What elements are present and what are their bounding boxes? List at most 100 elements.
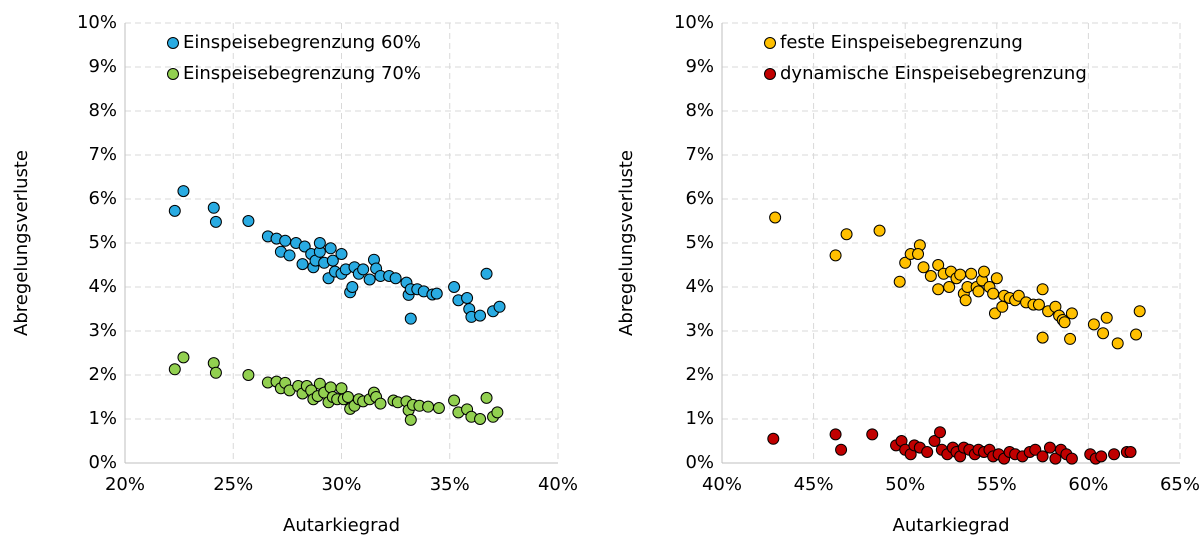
point (177, 351, 190, 364)
point (1097, 327, 1110, 340)
y-tick-label: 8% (88, 100, 117, 121)
point (168, 363, 181, 376)
point (1049, 452, 1062, 465)
legend-label: Einspeisebegrenzung 60% (183, 32, 421, 53)
point (829, 428, 842, 441)
point (335, 248, 348, 260)
point (954, 268, 967, 281)
point (873, 224, 886, 237)
point (389, 272, 402, 285)
y-tick-label: 1% (88, 408, 117, 429)
point (943, 281, 956, 293)
point (912, 248, 925, 260)
point (934, 426, 947, 439)
point (932, 259, 945, 271)
point (987, 287, 1000, 300)
point (977, 265, 990, 278)
x-tick-label: 40% (538, 474, 578, 495)
point (1036, 331, 1049, 344)
y-tick-label: 6% (685, 188, 714, 209)
point (1036, 283, 1049, 296)
point (430, 287, 443, 300)
x-tick-label: 65% (1160, 474, 1200, 495)
point (298, 240, 311, 253)
point (168, 204, 181, 217)
point (965, 267, 978, 280)
y-tick-label: 10% (77, 12, 117, 33)
point (829, 249, 842, 262)
point (1100, 311, 1113, 324)
y-tick-label: 9% (685, 56, 714, 77)
point (1032, 298, 1045, 311)
legend-marker (764, 68, 776, 80)
y-tick-label: 7% (685, 144, 714, 165)
x-tick-label: 55% (977, 474, 1017, 495)
point (1108, 448, 1121, 461)
point (324, 381, 337, 394)
point (324, 242, 337, 255)
x-tick-label: 35% (430, 474, 470, 495)
point (928, 435, 941, 447)
point (1058, 316, 1071, 329)
point (1130, 328, 1143, 341)
point (207, 201, 220, 214)
y-tick-label: 2% (88, 364, 117, 385)
point (346, 281, 359, 293)
point (461, 292, 474, 304)
point (480, 267, 493, 280)
point (404, 413, 417, 426)
point (296, 258, 309, 271)
y-tick-label: 8% (685, 100, 714, 121)
legend-label: feste Einspeisebegrenzung (780, 32, 1023, 53)
y-axis-label: Abregelungsverluste (11, 150, 32, 336)
point (959, 294, 972, 307)
point (1043, 441, 1056, 454)
point (242, 215, 255, 227)
x-tick-label: 40% (702, 474, 742, 495)
point (1065, 452, 1078, 465)
point (209, 215, 222, 228)
point (972, 285, 985, 298)
point (283, 249, 296, 262)
y-axis-label: Abregelungsverluste (616, 150, 637, 336)
point (474, 413, 487, 425)
point (480, 391, 493, 404)
point (1036, 450, 1049, 463)
point (177, 185, 190, 198)
x-tick-label: 50% (885, 474, 925, 495)
point (374, 397, 387, 410)
point (491, 406, 504, 419)
point (209, 366, 222, 379)
chart: 0% 1% 2% 3% 4% 5% 6% 7% 8% 9% 10% 20% 25% 30% 35% 40% Au… (11, 12, 578, 536)
point (932, 283, 945, 296)
x-tick-label: 20% (105, 474, 145, 495)
point (769, 211, 782, 224)
y-tick-label: 7% (88, 144, 117, 165)
point (313, 237, 326, 249)
point (432, 402, 445, 414)
legend-label: Einspeisebegrenzung 70% (183, 63, 421, 84)
y-tick-label: 0% (685, 452, 714, 473)
y-tick-label: 3% (685, 320, 714, 341)
point (1064, 332, 1077, 345)
y-tick-label: 4% (685, 276, 714, 297)
point (767, 432, 780, 445)
point (990, 272, 1003, 285)
legend-marker (167, 68, 179, 80)
x-tick-label: 45% (794, 474, 834, 495)
x-tick-label: 30% (321, 474, 361, 495)
point (1124, 446, 1137, 458)
point (474, 309, 487, 322)
point (835, 443, 848, 456)
y-tick-label: 0% (88, 452, 117, 473)
y-tick-label: 4% (88, 276, 117, 297)
y-tick-label: 3% (88, 320, 117, 341)
y-tick-label: 9% (88, 56, 117, 77)
y-tick-label: 5% (88, 232, 117, 253)
point (866, 428, 879, 441)
point (1087, 318, 1100, 331)
point (279, 234, 292, 247)
x-tick-label: 60% (1068, 474, 1108, 495)
point (917, 261, 930, 274)
